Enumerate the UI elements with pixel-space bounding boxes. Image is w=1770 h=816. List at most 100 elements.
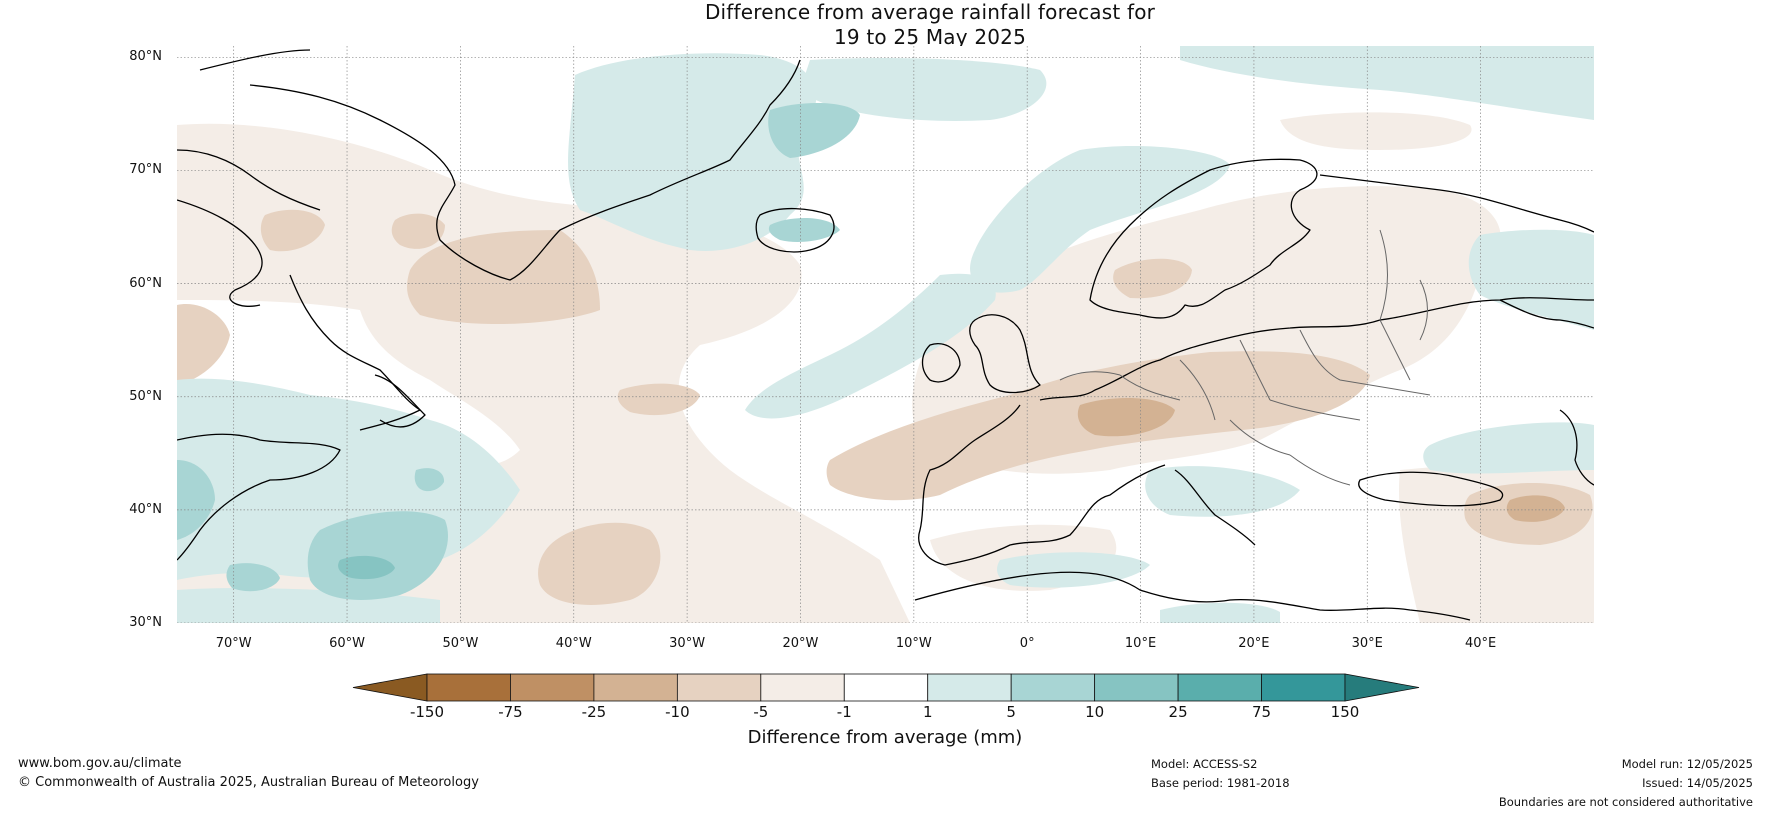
map-title: Difference from average rainfall forecas… xyxy=(0,0,1770,50)
map-title-line2: 19 to 25 May 2025 xyxy=(833,25,1027,49)
longitude-label: 20°E xyxy=(1238,636,1270,651)
wet-anomaly-region xyxy=(768,103,860,158)
longitude-label: 20°W xyxy=(782,636,819,651)
coastline-northeast-america xyxy=(177,433,341,561)
colorbar-swatch xyxy=(593,673,678,702)
coastlines xyxy=(177,49,1594,621)
wet-anomaly-region xyxy=(768,218,840,242)
map-title-line1: Difference from average rainfall forecas… xyxy=(704,0,1156,24)
colorbar-swatch xyxy=(760,673,845,702)
coastline-iceland xyxy=(755,207,835,253)
colorbar-extend-max xyxy=(1344,673,1420,702)
latitude-label: 70°N xyxy=(129,162,162,178)
longitude-label: 40°E xyxy=(1464,636,1497,651)
colorbar-tick-label: 25 xyxy=(1168,703,1188,721)
dry-anomaly-region xyxy=(617,383,700,416)
longitude-label: 30°W xyxy=(669,636,706,651)
colorbar-tick-label: -10 xyxy=(665,703,690,721)
colorbar-swatch xyxy=(927,673,1012,702)
colorbar-tick-label: -25 xyxy=(581,703,607,721)
colorbar-swatch xyxy=(1177,673,1262,702)
wet-anomaly-region xyxy=(414,468,445,492)
footer-model: Model: ACCESS-S2 xyxy=(1151,757,1258,771)
dry-anomaly-region xyxy=(1280,112,1472,150)
colorbar-title: Difference from average (mm) xyxy=(747,727,1023,748)
dry-anomaly-region xyxy=(1113,258,1192,299)
longitude-label: 10°E xyxy=(1124,636,1157,651)
colorbar-tick-label: 10 xyxy=(1085,703,1105,721)
colorbar-extend-min xyxy=(352,673,428,702)
latitude-label: 40°N xyxy=(129,501,162,517)
longitude-label: 0° xyxy=(1019,636,1035,651)
coastline-western-europe xyxy=(918,297,1594,566)
colorbar-swatch xyxy=(1094,673,1179,702)
graticule xyxy=(177,46,1594,623)
colorbar xyxy=(352,673,1420,702)
colorbar-tick-label: -150 xyxy=(409,703,445,721)
dry-anomaly-region xyxy=(260,209,325,252)
latitude-label: 80°N xyxy=(129,49,162,65)
latitude-label: 50°N xyxy=(129,388,162,404)
colorbar-tick-label: 150 xyxy=(1330,703,1360,721)
wet-anomaly-region xyxy=(177,460,215,540)
colorbar-tick-label: -1 xyxy=(836,703,852,721)
latitude-label: 30°N xyxy=(129,615,162,630)
colorbar-swatch xyxy=(1261,673,1346,702)
colorbar-tick-label: 1 xyxy=(922,703,933,721)
coastline-black-sea xyxy=(1358,471,1504,507)
colorbar-swatch xyxy=(1010,673,1096,702)
longitude-label: 50°W xyxy=(442,636,479,651)
wet-anomaly-region xyxy=(226,563,280,592)
coastline-british-isles xyxy=(921,314,1041,394)
dry-anomaly-region xyxy=(391,213,445,249)
map-frame xyxy=(177,46,1594,623)
longitude-label: 10°W xyxy=(895,636,932,651)
wet-anomaly-region xyxy=(997,552,1150,588)
colorbar-swatch xyxy=(843,673,929,702)
wet-anomaly-region xyxy=(745,273,996,419)
coastline-labrador xyxy=(289,274,421,431)
wet-anomaly-region xyxy=(307,511,448,600)
wet-anomaly-region xyxy=(1160,602,1280,623)
wet-anomaly-region xyxy=(970,145,1230,293)
colorbar-tick-label: 5 xyxy=(1006,703,1016,721)
longitude-label: 70°W xyxy=(215,636,252,651)
coastline-baffin xyxy=(177,149,321,307)
latitude-label: 60°N xyxy=(129,275,162,291)
dry-anomaly-region xyxy=(1077,398,1175,437)
colorbar-tick-label: -5 xyxy=(753,703,769,721)
coastline-greenland xyxy=(199,49,801,281)
colorbar-tick-label: -75 xyxy=(498,703,523,721)
wet-anomaly-region xyxy=(1423,422,1594,474)
wet-anomaly-region xyxy=(1468,229,1594,330)
wet-anomaly-region xyxy=(800,58,1047,121)
longitude-label: 30°E xyxy=(1351,636,1383,651)
footer-model-run: Model run: 12/05/2025 xyxy=(1621,757,1753,771)
wet-anomaly-region xyxy=(1145,466,1300,517)
coastline-russia-arctic xyxy=(1319,174,1594,329)
colorbar-swatch xyxy=(426,673,511,702)
footer-issued: Issued: 14/05/2025 xyxy=(1642,776,1753,790)
coastline-scandinavia xyxy=(1089,158,1318,319)
coastline-caspian-east xyxy=(1559,409,1594,486)
coastline-mediterranean-south xyxy=(914,571,1471,621)
footer-disclaimer: Boundaries are not considered authoritat… xyxy=(1498,795,1753,809)
dry-anomaly-region xyxy=(1506,495,1565,522)
dry-anomaly-region xyxy=(538,522,661,605)
longitude-label: 40°W xyxy=(555,636,592,651)
coastline-italy xyxy=(1174,469,1256,546)
wet-anomaly-region xyxy=(338,555,395,580)
dry-anomaly-region xyxy=(177,304,230,385)
colorbar-swatch xyxy=(510,673,595,702)
footer-base-period: Base period: 1981-2018 xyxy=(1151,776,1290,790)
longitude-label: 60°W xyxy=(329,636,365,651)
colorbar-swatch xyxy=(676,673,762,702)
footer-website[interactable]: www.bom.gov.au/climate xyxy=(18,756,182,771)
wet-anomaly-region xyxy=(1180,46,1594,120)
colorbar-tick-label: 75 xyxy=(1251,703,1272,721)
country-borders xyxy=(1059,229,1431,486)
coastline-newfoundland xyxy=(374,374,426,428)
footer-copyright: © Commonwealth of Australia 2025, Austra… xyxy=(18,775,479,790)
